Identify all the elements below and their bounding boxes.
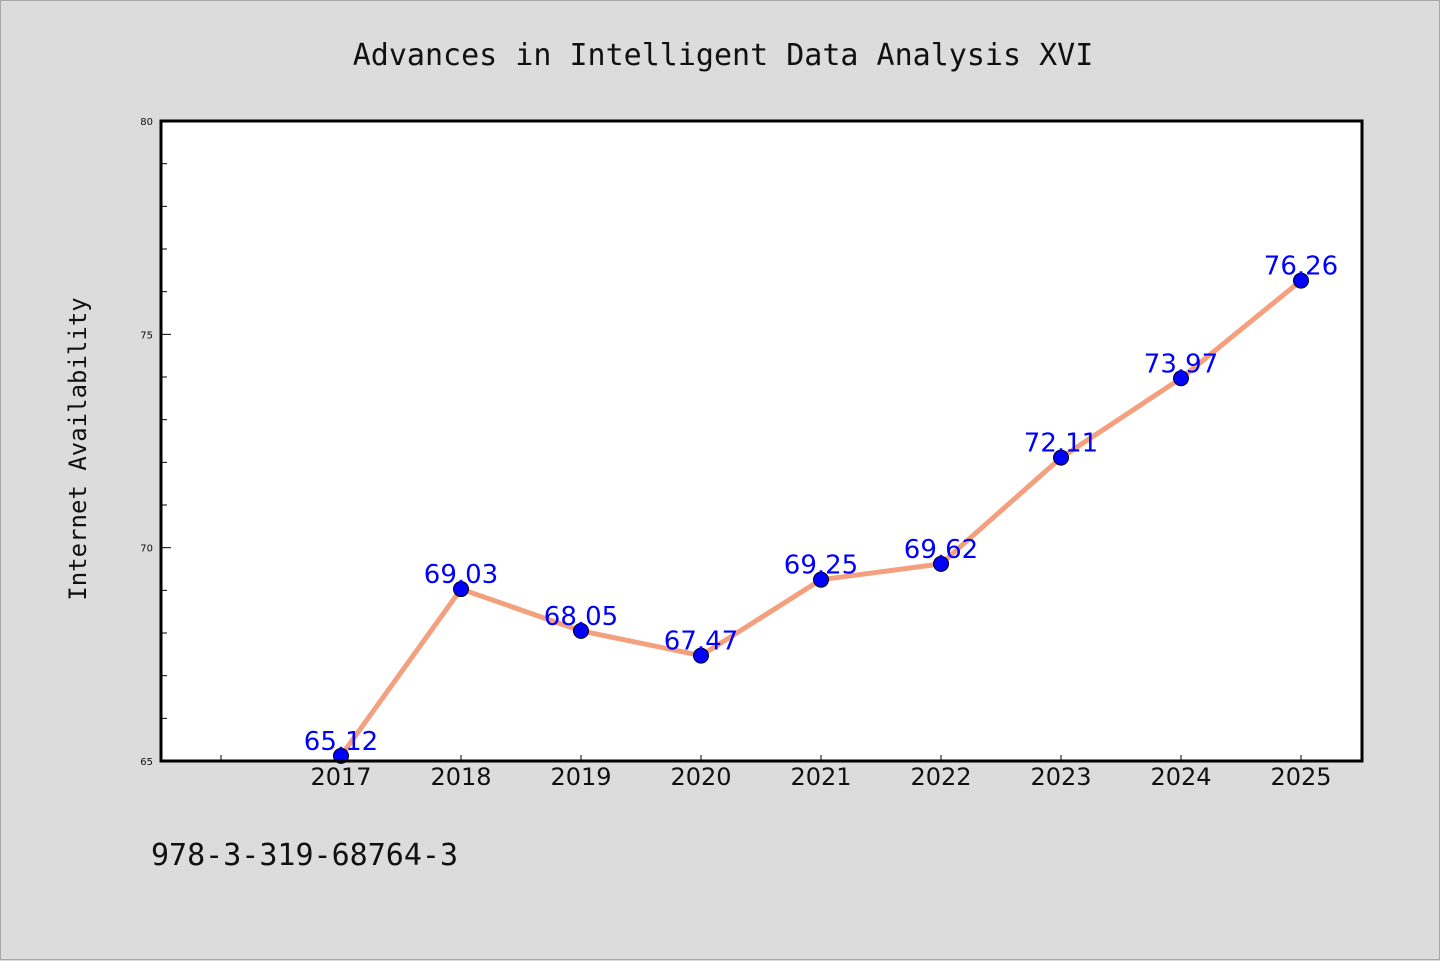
x-axis-tick-labels: 2017 2018 2019 2020 2021 2022 2023 2024 2025 [310, 763, 1331, 791]
x-tick-label: 2018 [430, 763, 491, 791]
data-label: 72.11 [1024, 429, 1098, 459]
data-point [933, 555, 949, 572]
data-label: 68.05 [544, 602, 618, 632]
data-point [1173, 370, 1189, 387]
data-point [813, 571, 829, 588]
data-point [1293, 272, 1309, 289]
data-label: 69.25 [784, 551, 858, 581]
data-label: 73.97 [1144, 349, 1218, 379]
plot-area [161, 121, 1362, 761]
data-point [573, 622, 589, 639]
data-label: 69.03 [424, 560, 498, 590]
data-label: 65.12 [304, 727, 378, 757]
x-tick-label: 2017 [310, 763, 371, 791]
y-axis-tick-labels: 65 70 75 80 [140, 117, 153, 768]
data-point [1053, 449, 1069, 466]
data-point [693, 647, 709, 664]
chart-title: Advances in Intelligent Data Analysis XV… [353, 38, 1094, 73]
y-tick-label: 80 [140, 117, 153, 128]
x-tick-label: 2021 [790, 763, 851, 791]
data-label: 76.26 [1264, 252, 1338, 282]
x-tick-label: 2019 [550, 763, 611, 791]
data-label: 67.47 [664, 627, 738, 657]
data-point [453, 581, 469, 598]
x-tick-label: 2020 [670, 763, 731, 791]
y-tick-label: 75 [140, 330, 153, 341]
plot-border [159, 119, 1364, 763]
x-tick-label: 2024 [1150, 763, 1211, 791]
y-axis-title: Internet Availability [64, 297, 92, 600]
data-labels: 65.12 69.03 68.05 67.47 69.25 69.62 72.11 73.97… [304, 252, 1338, 757]
x-tick-label: 2023 [1030, 763, 1091, 791]
series-markers [333, 272, 1309, 764]
data-label: 69.62 [904, 535, 978, 565]
x-tick-label: 2025 [1270, 763, 1331, 791]
y-tick-label: 65 [140, 757, 153, 768]
x-tick-label: 2022 [910, 763, 971, 791]
y-tick-label: 70 [140, 544, 153, 555]
footer-isbn: 978-3-319-68764-3 [151, 838, 458, 873]
